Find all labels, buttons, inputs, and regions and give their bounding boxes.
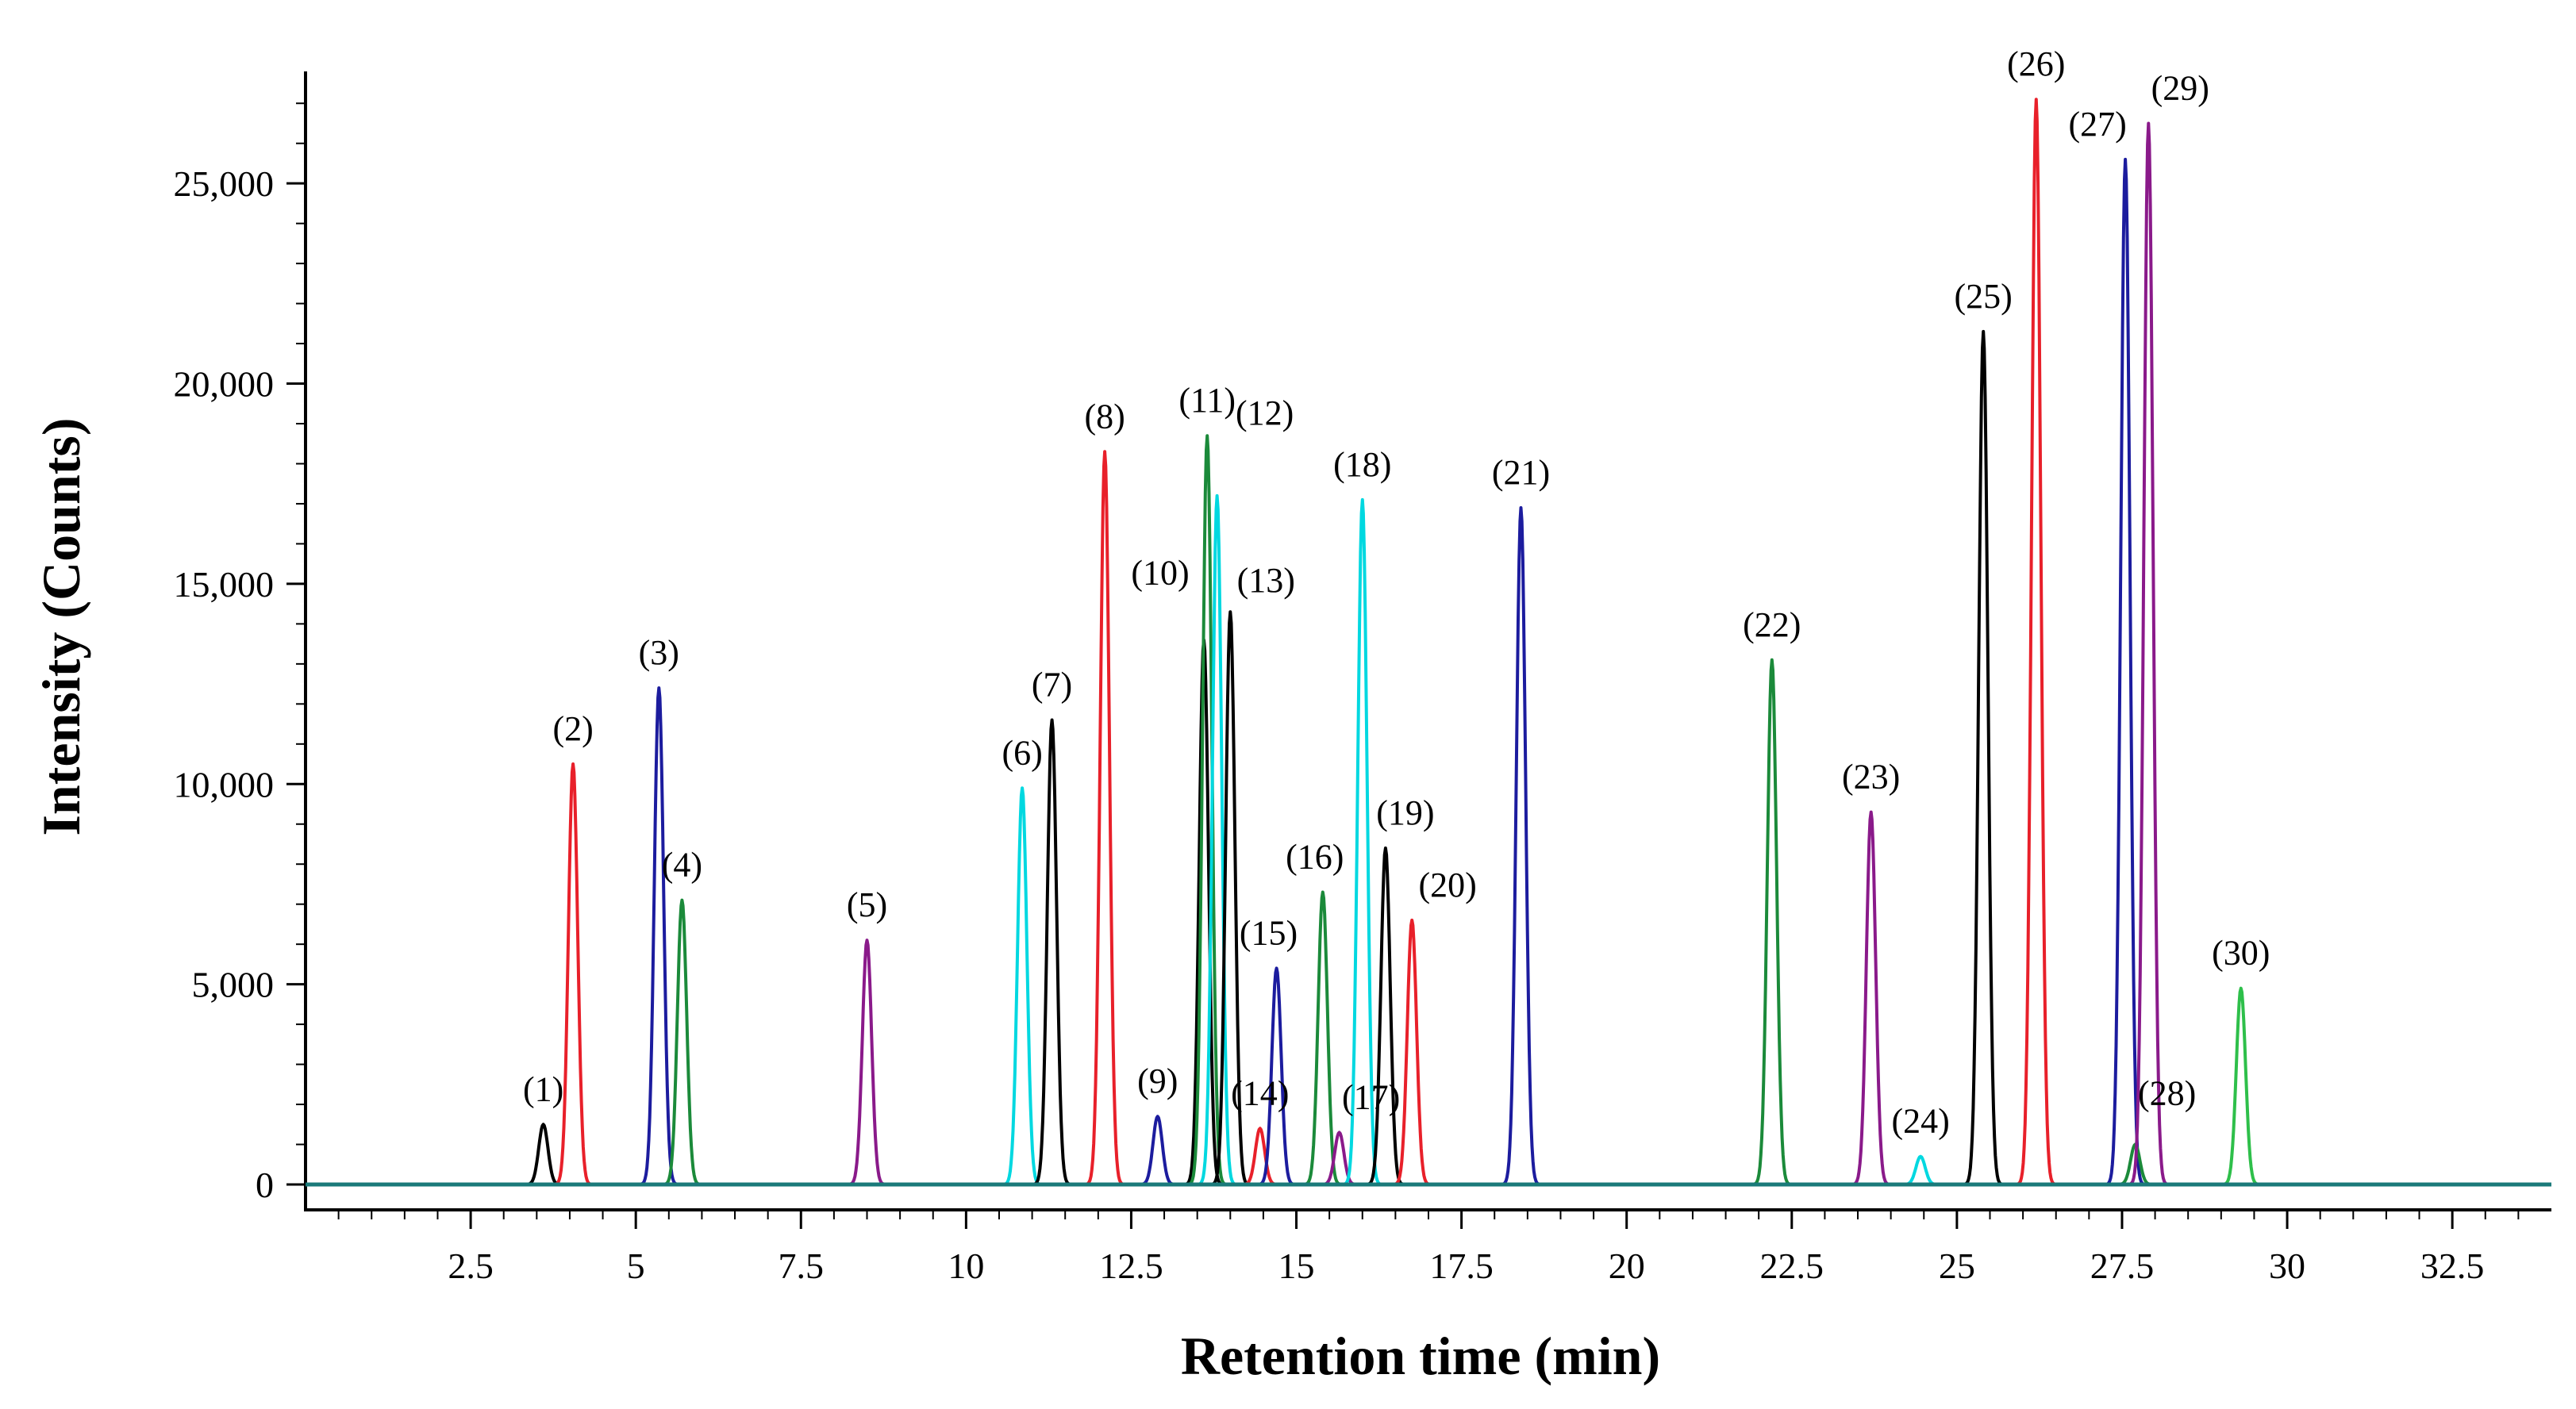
peak-5 — [848, 939, 886, 1186]
y-axis-title: Intensity (Counts) — [31, 417, 91, 835]
peak-23 — [1851, 810, 1890, 1186]
peak-13 — [1211, 610, 1250, 1186]
peak-1 — [524, 1123, 563, 1186]
peak-label-23: (23) — [1842, 758, 1900, 797]
peak-label-7: (7) — [1032, 666, 1072, 704]
x-tick-label: 15 — [1278, 1246, 1315, 1286]
x-tick-label: 27.5 — [2090, 1246, 2155, 1286]
y-tick-label: 15,000 — [174, 564, 275, 605]
peak-label-29: (29) — [2151, 68, 2209, 107]
peak-label-17: (17) — [1342, 1077, 1400, 1116]
x-tick-label: 22.5 — [1760, 1246, 1824, 1286]
x-tick-label: 20 — [1609, 1246, 1645, 1286]
peak-30 — [2221, 986, 2260, 1186]
peak-label-6: (6) — [1002, 733, 1042, 772]
peak-label-25: (25) — [1955, 277, 2013, 316]
peak-label-12: (12) — [1236, 394, 1294, 432]
y-tick-label: 0 — [256, 1165, 274, 1205]
peak-7 — [1032, 718, 1071, 1186]
peak-label-2: (2) — [552, 709, 593, 748]
peak-label-22: (22) — [1743, 605, 1801, 644]
peak-4 — [663, 898, 702, 1186]
x-tick-label: 10 — [948, 1246, 984, 1286]
peak-label-16: (16) — [1286, 838, 1344, 877]
peak-label-13: (13) — [1237, 561, 1295, 600]
peak-9 — [1138, 1115, 1177, 1186]
peak-20 — [1393, 918, 1432, 1186]
y-tick-label: 20,000 — [174, 364, 275, 405]
peak-6 — [1003, 786, 1042, 1186]
peak-label-24: (24) — [1891, 1102, 1949, 1141]
peak-25 — [1964, 329, 2003, 1186]
peaks-layer — [524, 98, 2260, 1186]
peak-22 — [1752, 658, 1791, 1186]
peak-26 — [2017, 98, 2055, 1186]
x-tick-label: 7.5 — [779, 1246, 825, 1286]
peak-label-10: (10) — [1131, 554, 1189, 593]
x-tick-label: 17.5 — [1429, 1246, 1494, 1286]
x-tick-label: 12.5 — [1099, 1246, 1163, 1286]
peak-label-4: (4) — [662, 846, 702, 885]
peak-label-18: (18) — [1333, 445, 1391, 484]
peak-label-3: (3) — [639, 633, 679, 672]
peak-14 — [1240, 1127, 1279, 1186]
x-axis-title: Retention time (min) — [1181, 1326, 1660, 1386]
x-tick-label: 2.5 — [448, 1246, 494, 1286]
peak-label-8: (8) — [1084, 397, 1125, 436]
peak-label-30: (30) — [2212, 934, 2270, 973]
peak-12 — [1198, 493, 1236, 1186]
y-tick-label: 25,000 — [174, 163, 275, 204]
peak-label-11: (11) — [1178, 381, 1236, 420]
peak-label-1: (1) — [523, 1069, 563, 1108]
peak-label-14: (14) — [1231, 1073, 1289, 1112]
peak-2 — [554, 762, 593, 1186]
y-tick-label: 10,000 — [174, 764, 275, 804]
peak-label-15: (15) — [1240, 913, 1298, 952]
x-tick-label: 32.5 — [2420, 1246, 2485, 1286]
peak-label-21: (21) — [1492, 453, 1550, 492]
peak-3 — [640, 686, 679, 1186]
peak-label-26: (26) — [2007, 44, 2065, 83]
labels-layer: (1) (2) (3) (4) (5) (6) (7) (8) (9) (10) (11) (12) (… — [523, 44, 2270, 1140]
peak-label-28: (28) — [2138, 1074, 2196, 1113]
peak-19 — [1366, 847, 1405, 1186]
y-tick-label: 5,000 — [192, 965, 275, 1005]
peak-15 — [1257, 966, 1296, 1186]
axes-layer: 2.5 5 7.5 10 12.5 15 17.5 20 22.5 25 27.5 30 32.5 0 5,… — [174, 71, 2551, 1286]
x-tick-label: 25 — [1939, 1246, 1975, 1286]
x-tick-label: 5 — [627, 1246, 645, 1286]
peak-label-9: (9) — [1137, 1062, 1178, 1100]
peak-label-19: (19) — [1376, 793, 1434, 832]
peak-21 — [1501, 506, 1540, 1186]
peak-8 — [1086, 450, 1125, 1186]
peak-label-20: (20) — [1419, 866, 1477, 904]
x-tick-label: 30 — [2269, 1246, 2305, 1286]
peak-label-27: (27) — [2068, 105, 2126, 144]
peak-16 — [1303, 890, 1342, 1186]
peak-label-5: (5) — [847, 885, 887, 924]
peak-29 — [2129, 121, 2168, 1186]
peak-24 — [1901, 1154, 1940, 1186]
